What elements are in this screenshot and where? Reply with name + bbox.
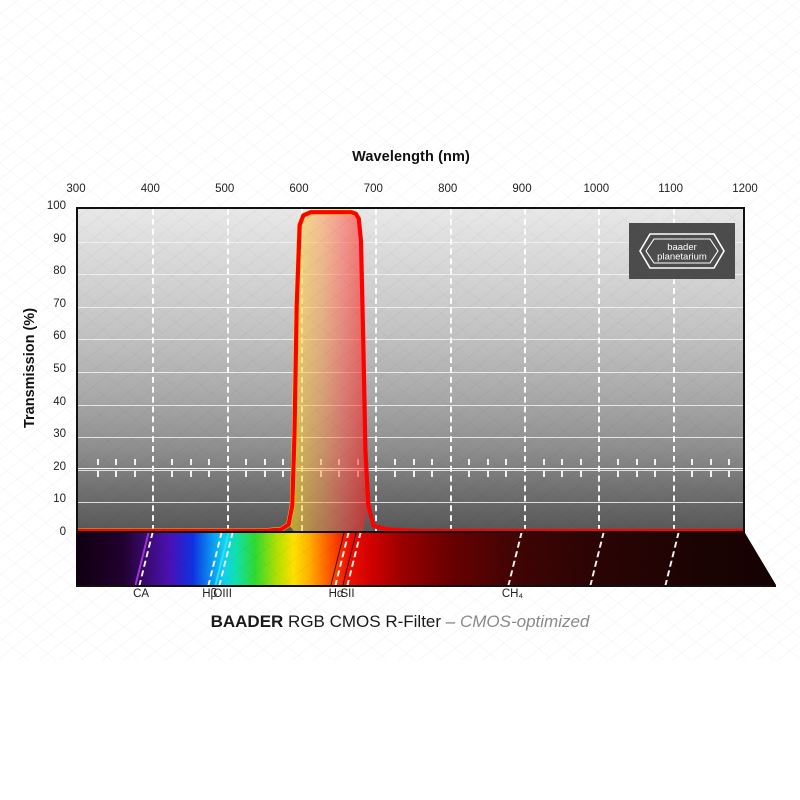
minor-tick-825 bbox=[468, 459, 471, 478]
figure-caption: BAADER RGB CMOS R-Filter – CMOS-optimize… bbox=[0, 612, 800, 632]
x-axis-title: Wavelength (nm) bbox=[352, 149, 470, 165]
y-tick-60: 60 bbox=[53, 330, 66, 343]
minor-tick-525 bbox=[245, 459, 248, 478]
spectral-label-SII: SII bbox=[340, 588, 355, 600]
hgrid-90 bbox=[78, 241, 743, 243]
hgrid-80 bbox=[78, 274, 743, 276]
caption-product: RGB CMOS R-Filter bbox=[283, 612, 446, 631]
caption-variant: CMOS-optimized bbox=[455, 612, 590, 631]
logo-line1-text: baader bbox=[667, 242, 697, 253]
minor-tick-425 bbox=[170, 459, 173, 478]
minor-tick-325 bbox=[96, 459, 99, 478]
x-tick-400: 400 bbox=[140, 183, 160, 195]
minor-tick-550 bbox=[263, 459, 266, 478]
vgrid-1100 bbox=[672, 209, 675, 531]
y-tick-10: 10 bbox=[53, 493, 66, 506]
spectral-label-Hβ: Hβ bbox=[202, 588, 218, 600]
x-tick-800: 800 bbox=[438, 183, 458, 195]
y-tick-30: 30 bbox=[53, 428, 66, 441]
y-tick-90: 90 bbox=[53, 232, 66, 245]
spectral-label-OIII: OIII bbox=[213, 588, 232, 600]
y-tick-40: 40 bbox=[53, 395, 66, 408]
spectrum-baseline bbox=[76, 585, 776, 587]
vgrid-900 bbox=[524, 209, 526, 531]
minor-tick-375 bbox=[133, 459, 136, 478]
spectral-label-CH₄: CH₄ bbox=[501, 588, 524, 600]
caption-dash: – bbox=[445, 612, 456, 631]
hgrid-20 bbox=[78, 469, 743, 471]
minor-tick-975 bbox=[579, 459, 582, 478]
x-tick-1000: 1000 bbox=[583, 183, 610, 195]
minor-tick-1150 bbox=[709, 459, 712, 478]
minor-tick-450 bbox=[189, 459, 192, 478]
plot-area: baader planetarium bbox=[76, 207, 745, 533]
y-tick-70: 70 bbox=[53, 297, 66, 310]
minor-tick-475 bbox=[208, 459, 211, 478]
x-tick-600: 600 bbox=[289, 183, 309, 195]
x-tick-1200: 1200 bbox=[732, 183, 758, 195]
spectral-label-CA: CA bbox=[133, 588, 150, 600]
hgrid-70 bbox=[78, 306, 743, 308]
minor-tick-750 bbox=[412, 459, 415, 478]
vgrid-500 bbox=[226, 209, 229, 531]
x-tick-1100: 1100 bbox=[658, 183, 684, 195]
vgrid-400 bbox=[152, 209, 155, 531]
minor-tick-875 bbox=[505, 459, 508, 478]
vgrid-700 bbox=[375, 209, 378, 531]
minor-tick-850 bbox=[486, 459, 489, 478]
minor-tick-baseline bbox=[78, 468, 743, 470]
baader-planetarium-logo: baader planetarium bbox=[629, 223, 735, 279]
hgrid-30 bbox=[78, 437, 743, 439]
minor-tick-950 bbox=[561, 459, 564, 478]
y-tick-50: 50 bbox=[53, 363, 66, 375]
visible-spectrum-strip bbox=[76, 533, 776, 587]
minor-tick-1025 bbox=[616, 459, 619, 478]
minor-tick-775 bbox=[431, 459, 434, 478]
minor-tick-1125 bbox=[691, 459, 694, 478]
hgrid-60 bbox=[78, 339, 743, 341]
minor-tick-1050 bbox=[635, 459, 638, 478]
hgrid-50 bbox=[78, 372, 743, 373]
minor-tick-575 bbox=[282, 459, 285, 478]
y-tick-20: 20 bbox=[53, 460, 66, 473]
minor-tick-925 bbox=[542, 459, 545, 478]
y-tick-100: 100 bbox=[46, 200, 66, 212]
minor-tick-1175 bbox=[728, 459, 731, 478]
hgrid-40 bbox=[78, 404, 743, 406]
vgrid-800 bbox=[449, 209, 452, 531]
hgrid-10 bbox=[78, 502, 743, 504]
caption-brand: BAADER bbox=[210, 612, 284, 631]
x-tick-700: 700 bbox=[363, 183, 383, 195]
minor-tick-350 bbox=[115, 459, 118, 478]
y-tick-0: 0 bbox=[59, 526, 66, 538]
minor-tick-725 bbox=[393, 459, 396, 478]
transmission-curve bbox=[78, 209, 743, 531]
logo-line2-text: planetarium bbox=[657, 252, 707, 263]
spectral-label-Hα: Hα bbox=[328, 588, 344, 600]
x-tick-900: 900 bbox=[512, 183, 532, 195]
x-tick-300: 300 bbox=[66, 183, 86, 195]
minor-tick-1075 bbox=[654, 459, 657, 478]
y-tick-80: 80 bbox=[53, 265, 66, 278]
vgrid-1000 bbox=[598, 209, 601, 531]
x-tick-500: 500 bbox=[215, 183, 235, 195]
